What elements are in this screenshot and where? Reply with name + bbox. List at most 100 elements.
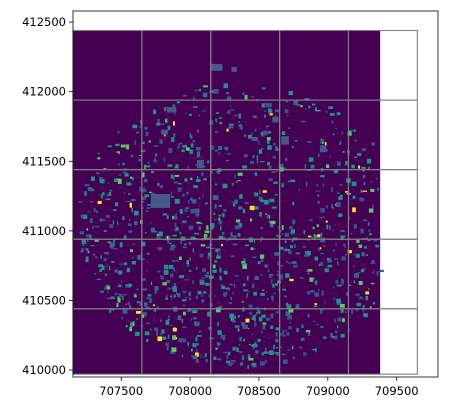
raster-feature	[192, 248, 194, 253]
raster-feature	[364, 246, 367, 249]
raster-feature	[333, 258, 338, 260]
raster-feature	[173, 288, 177, 292]
raster-feature	[213, 356, 217, 360]
raster-feature	[289, 245, 293, 249]
raster-feature	[240, 226, 243, 229]
raster-feature	[90, 245, 95, 247]
large-feature	[319, 145, 327, 153]
raster-feature	[305, 330, 311, 333]
raster-feature	[234, 199, 238, 205]
raster-feature	[267, 161, 270, 166]
raster-feature	[229, 109, 235, 111]
raster-feature	[159, 185, 164, 189]
raster-feature	[211, 225, 214, 230]
raster-feature	[276, 234, 279, 237]
raster-feature	[106, 297, 112, 300]
raster-feature	[261, 330, 263, 334]
raster-feature	[307, 331, 311, 336]
raster-feature	[178, 256, 182, 261]
raster-feature	[226, 128, 229, 132]
raster-feature	[289, 278, 294, 282]
raster-feature	[251, 317, 256, 321]
raster-feature	[224, 146, 229, 151]
raster-feature	[272, 297, 274, 302]
raster-feature	[156, 122, 161, 126]
raster-feature	[340, 333, 345, 338]
raster-feature	[250, 96, 255, 98]
raster-feature	[285, 247, 287, 251]
raster-feature	[218, 116, 223, 119]
raster-feature	[282, 167, 286, 170]
raster-feature	[159, 139, 163, 144]
raster-feature	[237, 121, 241, 123]
raster-feature	[193, 232, 199, 235]
raster-feature	[232, 235, 237, 239]
raster-feature	[271, 279, 273, 284]
raster-feature	[329, 155, 331, 158]
raster-feature	[213, 295, 216, 297]
raster-feature	[226, 238, 229, 242]
raster-feature	[207, 160, 210, 164]
raster-feature	[337, 191, 340, 194]
raster-feature	[228, 287, 230, 291]
raster-feature	[89, 218, 93, 223]
raster-feature	[189, 225, 194, 230]
raster-feature	[233, 284, 236, 288]
raster-feature	[219, 276, 222, 281]
raster-feature	[98, 264, 104, 268]
raster-feature	[226, 360, 231, 364]
raster-feature	[203, 234, 208, 239]
raster-feature	[308, 235, 312, 238]
raster-feature	[304, 164, 307, 169]
raster-feature	[182, 193, 185, 197]
raster-feature	[183, 94, 187, 97]
raster-feature	[267, 131, 272, 134]
raster-feature	[308, 157, 314, 162]
raster-feature	[109, 224, 114, 228]
raster-feature	[353, 156, 358, 158]
raster-feature	[362, 304, 365, 310]
raster-feature	[238, 223, 243, 228]
raster-feature	[223, 83, 229, 89]
raster-feature	[273, 142, 276, 146]
raster-feature	[94, 256, 98, 259]
raster-feature	[125, 284, 129, 288]
raster-feature	[229, 123, 234, 126]
raster-feature	[102, 192, 105, 196]
raster-feature	[184, 209, 188, 212]
raster-feature	[332, 286, 335, 289]
raster-feature	[320, 175, 325, 178]
raster-feature	[97, 157, 101, 160]
raster-feature	[371, 259, 375, 264]
raster-feature	[367, 288, 370, 290]
raster-feature	[331, 187, 333, 193]
raster-background	[73, 30, 381, 375]
raster-feature	[320, 326, 324, 328]
raster-feature	[167, 236, 169, 240]
raster-feature	[190, 177, 193, 181]
raster-feature	[193, 96, 195, 101]
raster-feature	[332, 206, 335, 209]
raster-feature	[260, 226, 264, 229]
raster-feature	[288, 262, 293, 264]
raster-feature	[143, 187, 145, 189]
raster-feature	[281, 183, 284, 188]
raster-feature	[270, 198, 275, 203]
raster-feature	[287, 250, 292, 255]
raster-feature	[122, 171, 128, 174]
raster-feature	[275, 338, 279, 343]
raster-feature	[197, 290, 202, 295]
raster-feature	[342, 318, 345, 323]
raster-feature	[136, 310, 141, 314]
raster-feature	[336, 161, 341, 167]
raster-feature	[302, 246, 307, 248]
raster-feature	[304, 254, 309, 257]
raster-feature	[192, 279, 194, 285]
raster-feature	[145, 322, 151, 325]
raster-feature	[180, 319, 184, 321]
raster-feature	[168, 264, 174, 269]
raster-feature	[81, 244, 85, 246]
raster-feature	[363, 181, 366, 186]
raster-feature	[228, 362, 233, 366]
raster-feature	[214, 204, 217, 209]
